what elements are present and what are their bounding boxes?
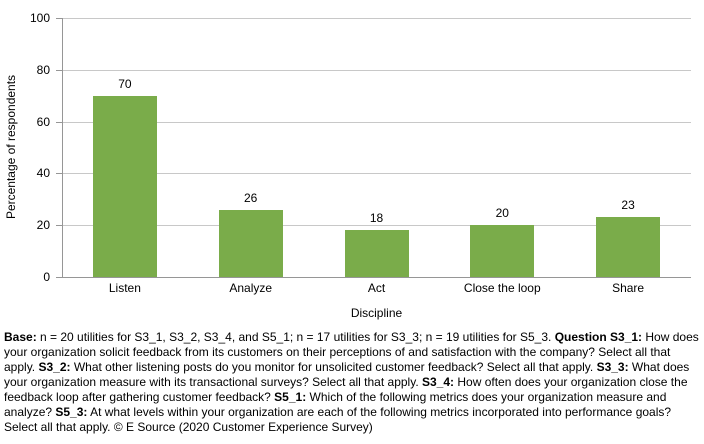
footnote-bold-segment: Question S3_1:: [554, 330, 643, 344]
y-axis-line: [62, 18, 63, 277]
gridline-40: [62, 173, 691, 175]
footnote-segment: Which of the following metrics does your…: [4, 390, 667, 419]
bar-close-the-loop: [470, 225, 535, 277]
footnote-bold-segment: S3_4:: [421, 375, 455, 389]
y-tick-mark-20: [56, 225, 62, 227]
x-axis-title: Discipline: [350, 306, 403, 320]
category-label-share: Share: [612, 281, 645, 295]
bar-listen: [92, 95, 157, 277]
y-tick-label-100: 100: [29, 11, 50, 25]
footnote-bold-segment: S3_2:: [38, 360, 71, 374]
gridline-20: [62, 225, 691, 227]
footnote-segment: n = 20 utilities for S3_1, S3_2, S3_4, a…: [36, 330, 555, 344]
y-tick-mark-40: [56, 173, 62, 175]
bar-value-label-close-the-loop: 20: [495, 206, 509, 221]
y-tick-mark-100: [56, 18, 62, 19]
footnote-segment: How does your organization solicit feedb…: [4, 330, 699, 374]
footnote-segment: What does your organization measure with…: [4, 360, 690, 389]
bar-value-label-act: 18: [369, 211, 384, 226]
bar-share: [596, 217, 661, 277]
y-tick-label-0: 0: [43, 270, 50, 284]
footnote-bold-segment: S5_3:: [55, 405, 88, 419]
gridline-100: [62, 18, 691, 19]
y-tick-label-80: 80: [36, 62, 50, 77]
footnote-segment: At what levels within your organization …: [4, 405, 672, 434]
x-axis-line: [62, 277, 691, 278]
y-tick-label-40: 40: [36, 166, 50, 181]
bar-value-label-share: 23: [621, 198, 635, 213]
bar-act: [344, 230, 409, 277]
footnote-segment: What other listening posts do you monito…: [70, 360, 597, 374]
bar-value-label-analyze: 26: [244, 190, 258, 205]
bar-analyze: [218, 209, 283, 277]
footnote-bold-segment: Base:: [4, 330, 37, 344]
category-label-close-the-loop: Close the loop: [463, 281, 541, 295]
y-tick-label-20: 20: [36, 218, 50, 233]
gridline-80: [62, 69, 691, 71]
y-tick-mark-80: [56, 69, 62, 71]
footnote-bold-segment: S3_3:: [596, 360, 629, 374]
bar-value-label-listen: 70: [118, 76, 132, 91]
footnote-segment: How often does your organization close t…: [4, 375, 688, 404]
y-tick-label-60: 60: [36, 114, 50, 129]
y-tick-mark-0: [56, 277, 62, 278]
gridline-60: [62, 121, 691, 123]
category-label-listen: Listen: [108, 281, 141, 295]
category-label-act: Act: [367, 281, 386, 295]
footnote: Base: n = 20 utilities for S3_1, S3_2, S…: [4, 330, 701, 435]
footnote-bold-segment: S5_1:: [274, 390, 307, 404]
y-tick-mark-60: [56, 121, 62, 123]
category-label-analyze: Analyze: [229, 281, 273, 295]
